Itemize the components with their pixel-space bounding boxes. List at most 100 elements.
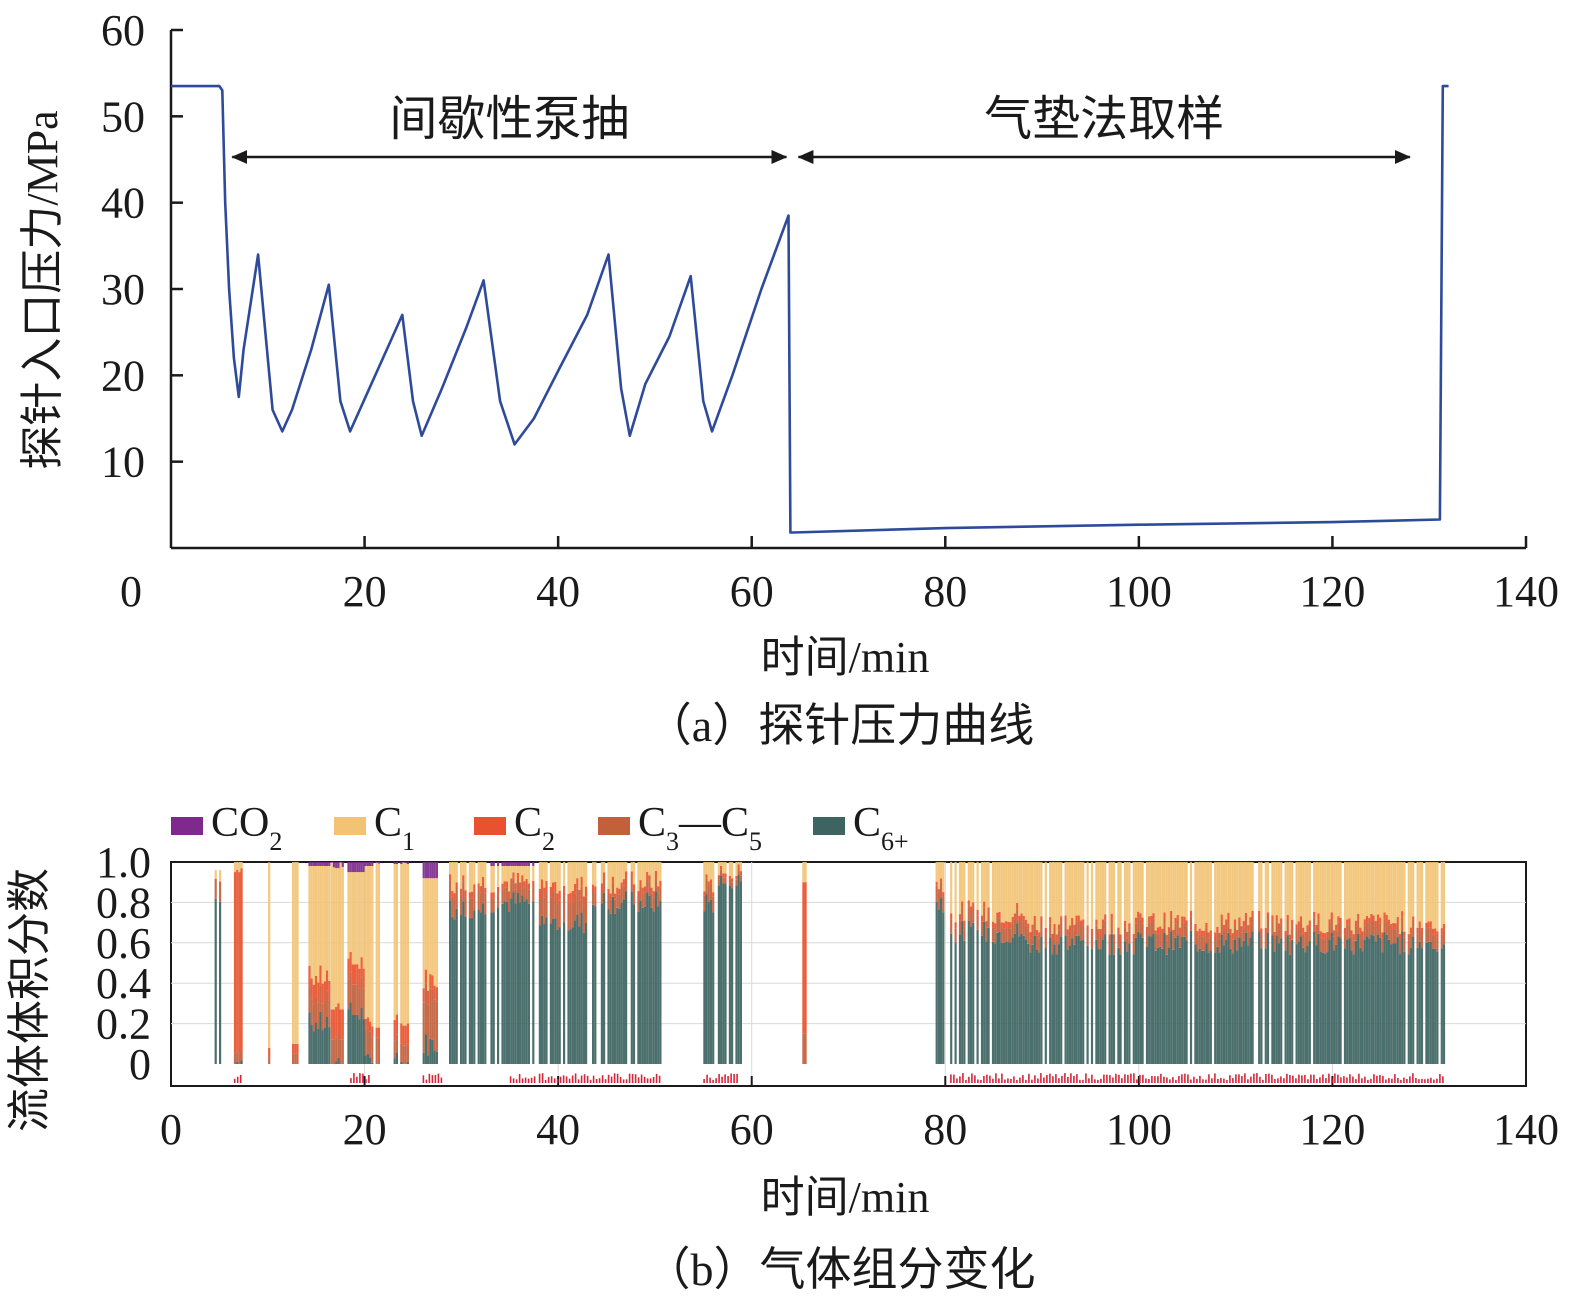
composition-stripe-c35	[1185, 926, 1188, 941]
baseline-mark	[965, 1079, 967, 1083]
composition-stripe-c1	[429, 878, 432, 975]
composition-stripe-c1	[1044, 862, 1047, 928]
composition-stripe-c2	[1407, 934, 1410, 941]
composition-stripe-c1	[364, 866, 367, 1019]
baseline-mark	[1175, 1079, 1177, 1083]
composition-stripe-c2	[1396, 916, 1399, 923]
composition-stripe-c2	[484, 887, 487, 894]
baseline-mark	[721, 1076, 723, 1083]
composition-stripe-c35	[580, 886, 583, 914]
composition-stripe-c1	[1005, 862, 1008, 922]
baseline-mark	[1289, 1075, 1291, 1083]
composition-stripe-c6	[1075, 935, 1078, 1064]
baseline-mark	[655, 1073, 658, 1083]
composition-stripe-c1	[614, 862, 617, 894]
composition-stripe-c6	[724, 883, 727, 1064]
baseline-mark	[1040, 1073, 1042, 1083]
composition-stripe-c35	[594, 892, 597, 907]
composition-stripe-c2	[402, 1025, 405, 1046]
composition-stripe-c35	[1022, 921, 1025, 936]
composition-stripe-c6	[516, 893, 519, 1064]
composition-stripe-c1	[972, 862, 975, 903]
composition-stripe-c2	[1095, 919, 1098, 926]
composition-stripe-c1	[1247, 862, 1250, 926]
composition-stripe-c6	[1403, 951, 1406, 1064]
composition-stripe-c6	[643, 906, 647, 1064]
composition-stripe-c35	[731, 882, 734, 889]
composition-stripe-c2	[431, 975, 434, 990]
composition-stripe-c35	[991, 927, 995, 942]
composition-stripe-c2	[983, 901, 986, 908]
composition-stripe-c1	[1308, 862, 1311, 921]
baseline-mark	[1067, 1077, 1069, 1083]
composition-stripe-c6	[1214, 952, 1217, 1064]
composition-stripe-c1	[728, 862, 731, 876]
composition-stripe-c2	[1264, 928, 1267, 935]
composition-stripe-c1	[492, 866, 495, 893]
composition-stripe-c2	[1200, 930, 1204, 937]
baseline-mark	[995, 1073, 997, 1083]
baseline-mark	[1367, 1079, 1369, 1083]
composition-stripe-c6	[731, 888, 734, 1064]
composition-stripe-c35	[1064, 921, 1067, 936]
composition-stripe-c6	[1315, 945, 1318, 1064]
composition-stripe-c35	[360, 977, 363, 1008]
baseline-mark	[1376, 1075, 1378, 1083]
composition-stripe-c2	[1370, 914, 1373, 921]
composition-stripe-c6	[1011, 937, 1014, 1064]
composition-stripe-c6	[519, 902, 522, 1064]
baseline-mark	[1406, 1079, 1408, 1083]
composition-stripe-c1	[369, 866, 372, 1022]
baseline-mark	[1370, 1078, 1372, 1083]
composition-stripe-c1	[508, 866, 511, 892]
composition-stripe-c35	[1249, 923, 1252, 938]
composition-stripe-c1	[1337, 862, 1340, 917]
composition-stripe-c2	[1174, 917, 1177, 924]
composition-stripe-c35	[431, 989, 434, 1040]
composition-stripe-c6	[958, 934, 962, 1064]
composition-stripe-c6	[1396, 937, 1399, 1064]
composition-stripe-c2	[1392, 922, 1395, 929]
composition-stripe-c2	[323, 981, 326, 1002]
composition-stripe-c6	[1033, 936, 1036, 1064]
composition-stripe-c1	[1238, 862, 1241, 918]
composition-stripe-c2	[1434, 928, 1437, 935]
composition-stripe-c6	[722, 883, 725, 1064]
composition-stripe-c1	[569, 862, 572, 893]
composition-stripe-co2	[505, 862, 508, 866]
baseline-mark	[1043, 1077, 1045, 1083]
composition-stripe-c35	[969, 912, 973, 927]
composition-stripe-c6	[1297, 941, 1300, 1064]
composition-stripe-c2	[1009, 922, 1012, 929]
composition-stripe-c1	[1324, 862, 1327, 934]
composition-stripe-c1	[366, 866, 369, 1018]
composition-stripe-c1	[1161, 862, 1164, 929]
baseline-mark	[962, 1073, 964, 1083]
legend-label: C3—C5	[638, 800, 762, 856]
baseline-mark	[1214, 1073, 1216, 1083]
composition-stripe-c1	[1011, 862, 1014, 917]
baseline-mark	[1217, 1078, 1219, 1083]
composition-stripe-c1	[961, 862, 964, 902]
composition-stripe-c2	[514, 883, 517, 890]
composition-stripe-c6	[985, 941, 988, 1064]
composition-stripe-c2	[503, 881, 506, 888]
baseline-mark	[640, 1074, 643, 1083]
composition-stripe-c6	[1205, 943, 1208, 1064]
composition-stripe-c6	[1319, 951, 1322, 1064]
composition-stripe-c6	[521, 895, 524, 1064]
composition-stripe-c2	[479, 886, 482, 893]
composition-stripe-c35	[616, 893, 619, 908]
composition-stripe-c6	[1280, 938, 1283, 1064]
composition-stripe-c6	[1018, 936, 1021, 1064]
composition-stripe-c6	[1220, 934, 1223, 1064]
composition-stripe-c2	[594, 886, 597, 893]
composition-stripe-c1	[1420, 862, 1424, 928]
composition-stripe-co2	[315, 862, 318, 866]
composition-stripe-c6	[940, 898, 943, 1064]
composition-stripe-co2	[527, 862, 530, 866]
composition-stripe-c2	[1189, 910, 1193, 917]
composition-stripe-c2	[375, 1027, 378, 1038]
composition-stripe-c2	[492, 892, 495, 899]
composition-stripe-c35	[1027, 929, 1030, 944]
